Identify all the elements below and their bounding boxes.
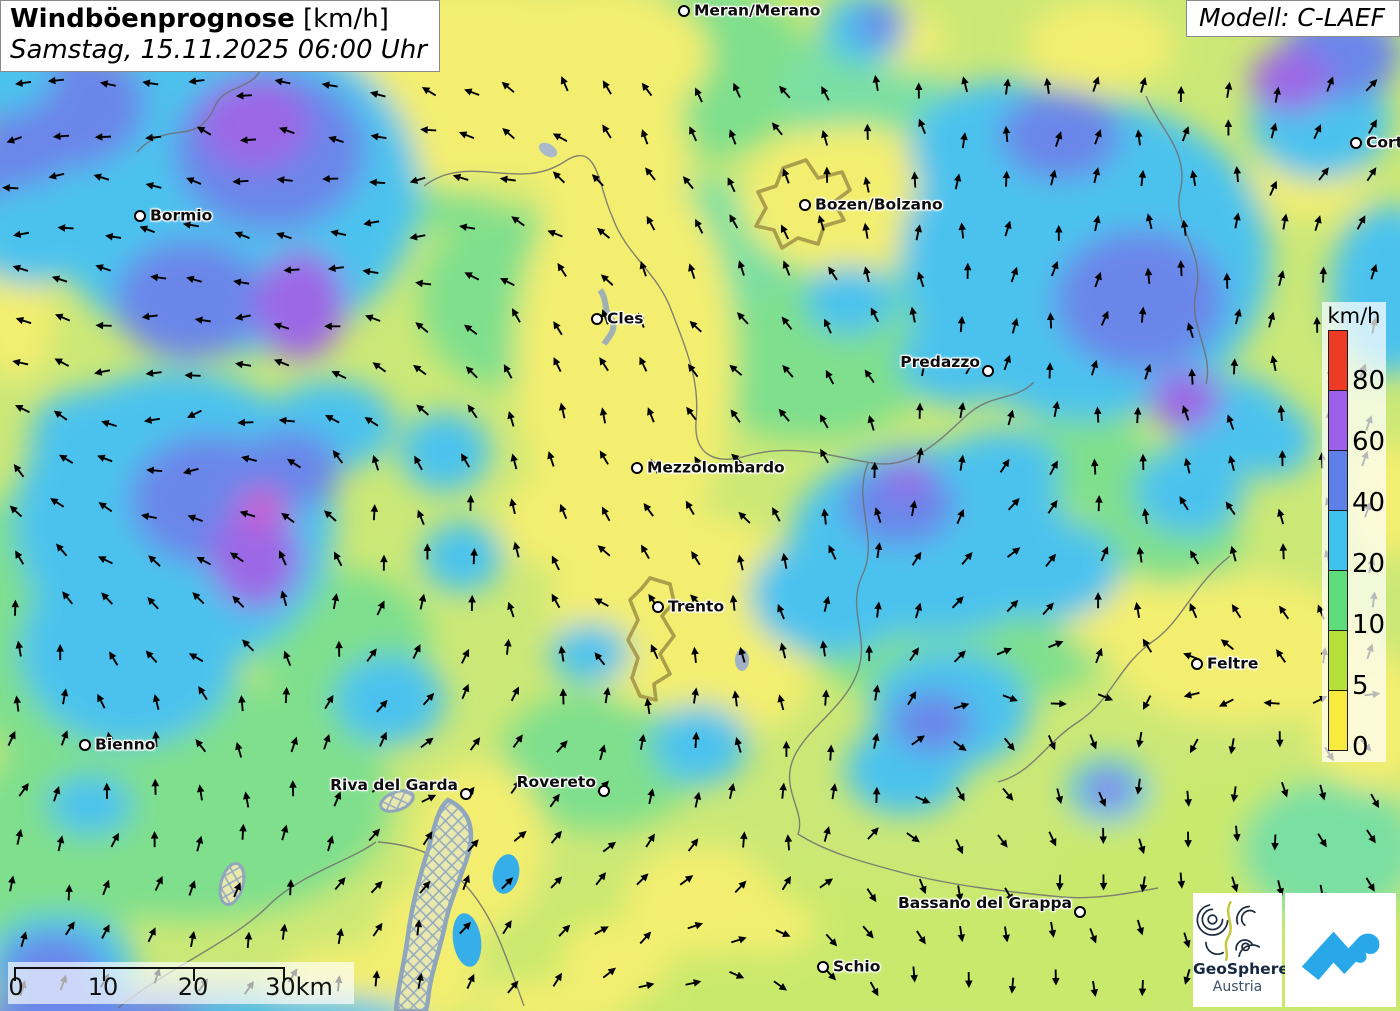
- scalebar-label-10: 10: [87, 973, 119, 1001]
- legend-band-10: [1328, 570, 1348, 631]
- scalebar-label-30km: 30km: [265, 973, 333, 1001]
- scalebar-label-20: 20: [177, 973, 209, 1001]
- city-label: Feltre: [1207, 654, 1259, 673]
- color-legend: km/h 80 60 40 20 10 5 0: [1322, 302, 1386, 762]
- mountain-logo-icon: [1301, 931, 1379, 980]
- scalebar-tick: [14, 967, 16, 981]
- geosphere-subname: Austria: [1212, 978, 1263, 995]
- scalebar-line: [14, 967, 284, 969]
- city-label: Meran/Merano: [694, 1, 821, 20]
- legend-band-20: [1328, 510, 1348, 571]
- city-marker-icon: [678, 5, 690, 17]
- city-label: Trento: [668, 597, 725, 616]
- city-label: Schio: [833, 957, 881, 976]
- map-title: Windböenprognose [km/h]: [10, 4, 389, 34]
- scalebar-tick: [103, 967, 105, 981]
- pond-blue-1: [492, 854, 520, 894]
- city-marker-icon: [134, 210, 146, 222]
- legend-unit-label: km/h: [1327, 304, 1381, 328]
- city-marker-icon: [982, 365, 994, 377]
- city-label: Rovereto: [516, 773, 596, 791]
- geosphere-logo-box: GeoSphere Austria: [1193, 893, 1289, 1007]
- city-label: Cortina: [1366, 133, 1400, 152]
- legend-value-40: 40: [1352, 488, 1386, 518]
- scalebar-tick: [283, 967, 285, 981]
- pond-blue-2: [452, 913, 482, 967]
- city-marker-icon: [1191, 658, 1203, 670]
- city-label: Mezzolombardo: [647, 458, 785, 477]
- title-box: Windböenprognose [km/h] Samstag, 15.11.2…: [0, 0, 440, 73]
- scalebar-tick: [193, 967, 195, 981]
- city-marker-icon: [817, 961, 829, 973]
- legend-value-20: 20: [1352, 549, 1386, 579]
- model-label: Modell: C-LAEF: [1185, 0, 1400, 37]
- city-marker-icon: [1074, 906, 1086, 918]
- bozen-boundary: [754, 158, 852, 250]
- lakes: [218, 142, 749, 1011]
- legend-value-0: 0: [1352, 732, 1369, 762]
- legend-band-80: [1328, 330, 1348, 391]
- geosphere-name: GeoSphere: [1193, 960, 1289, 978]
- legend-band-5: [1328, 630, 1348, 691]
- lake-small-4: [538, 142, 558, 158]
- city-marker-icon: [631, 462, 643, 474]
- city-marker-icon: [652, 601, 664, 613]
- legend-value-5: 5: [1352, 671, 1369, 701]
- partner-logo-box: [1285, 893, 1396, 1007]
- trento-boundary: [626, 576, 676, 702]
- lake-garda: [393, 797, 474, 1011]
- city-boundaries: [626, 158, 852, 702]
- lake-small-2: [379, 789, 415, 813]
- city-marker-icon: [591, 313, 603, 325]
- legend-value-60: 60: [1352, 427, 1386, 457]
- city-label: Bassano del Grappa: [897, 894, 1072, 912]
- legend-value-80: 80: [1352, 366, 1386, 396]
- legend-band-60: [1328, 390, 1348, 451]
- lake-cles: [597, 288, 617, 346]
- city-marker-icon: [598, 785, 610, 797]
- city-label: Cles: [607, 309, 644, 328]
- city-label: Bienno: [95, 735, 156, 754]
- city-label: Riva del Garda: [330, 776, 458, 794]
- lake-small-1: [218, 862, 246, 906]
- city-marker-icon: [460, 788, 472, 800]
- map-datetime: Samstag, 15.11.2025 06:00 Uhr: [10, 34, 427, 65]
- legend-value-10: 10: [1352, 610, 1386, 640]
- city-label: Predazzo: [900, 353, 980, 371]
- lake-small-3: [735, 649, 749, 671]
- legend-band-40: [1328, 450, 1348, 511]
- city-label: Bormio: [150, 206, 213, 225]
- city-marker-icon: [1350, 137, 1362, 149]
- scale-bar: 0 10 20 30km: [8, 962, 354, 1004]
- city-label: Bozen/Bolzano: [815, 195, 943, 214]
- city-marker-icon: [799, 199, 811, 211]
- city-marker-icon: [79, 739, 91, 751]
- legend-color-strip: [1328, 330, 1348, 751]
- geosphere-logo-icon: [1196, 900, 1261, 962]
- scalebar-label-0: 0: [8, 973, 24, 1001]
- legend-band-0: [1328, 690, 1348, 751]
